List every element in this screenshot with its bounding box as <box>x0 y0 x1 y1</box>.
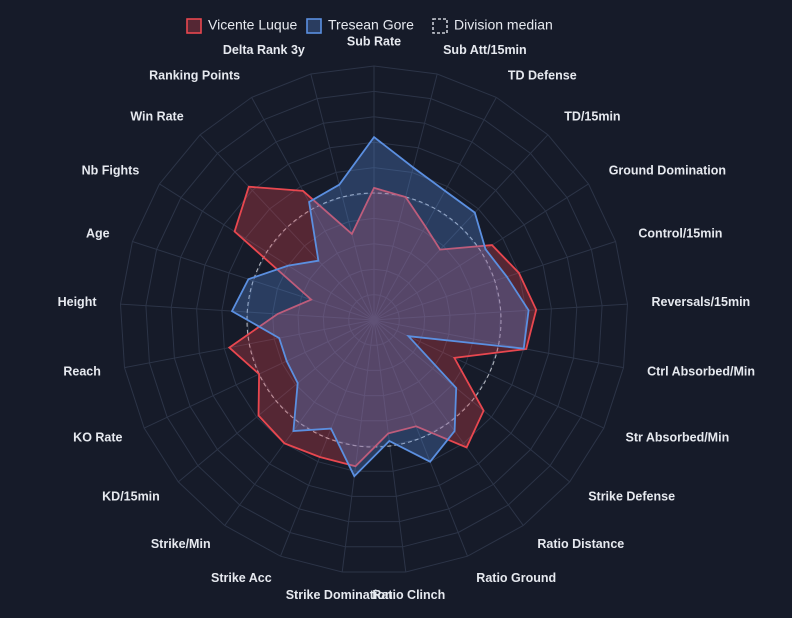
grid-spoke <box>373 319 605 429</box>
axis-label-td-defense: TD Defense <box>508 69 577 83</box>
axis-label-height: Height <box>58 295 98 309</box>
grid-spoke <box>132 241 375 321</box>
grid-spoke <box>373 97 497 321</box>
legend-swatch <box>432 18 448 34</box>
axis-label-ratio-distance: Ratio Distance <box>537 537 624 551</box>
grid-ring <box>221 167 527 472</box>
axis-label-reversals-15min: Reversals/15min <box>652 295 751 309</box>
grid-spoke <box>224 319 375 526</box>
grid-ring <box>246 192 502 447</box>
axis-label-ko-rate: KO Rate <box>73 431 122 445</box>
axis-label-sub-att-15min: Sub Att/15min <box>443 43 527 57</box>
axis-label-kd-15min: KD/15min <box>102 489 160 503</box>
grid-ring <box>322 268 426 371</box>
axis-label-ground-domination: Ground Domination <box>609 163 726 177</box>
axis-label-delta-rank-3y: Delta Rank 3y <box>223 43 305 57</box>
grid-spoke <box>373 319 468 557</box>
legend-label: Division median <box>454 17 553 33</box>
axis-label-strike-min: Strike/Min <box>151 537 211 551</box>
series-vicente-luque <box>227 185 538 468</box>
legend: Vicente Luque Tresean Gore Division median <box>186 17 553 34</box>
grid-spoke <box>199 134 375 321</box>
grid-spoke <box>310 73 375 321</box>
grid-ring <box>170 116 578 523</box>
axis-label-ratio-ground: Ratio Ground <box>476 571 556 585</box>
axis-label-reach: Reach <box>63 364 101 378</box>
axis-label-strike-domination: Strike Domination <box>286 588 393 602</box>
series-tresean-gore <box>230 135 530 478</box>
axis-label-nb-fights: Nb Fights <box>82 163 140 177</box>
axis-label-sub-rate: Sub Rate <box>347 34 401 48</box>
axis-label-ranking-points: Ranking Points <box>149 69 240 83</box>
grid-ring <box>196 141 552 497</box>
axis-label-win-rate: Win Rate <box>130 110 183 124</box>
legend-swatch <box>306 18 322 34</box>
axis-label-str-absorbed-min: Str Absorbed/Min <box>626 431 730 445</box>
legend-item-tresean-gore[interactable]: Tresean Gore <box>306 17 414 34</box>
legend-item-vicente-luque[interactable]: Vicente Luque <box>186 17 297 34</box>
axis-label-strike-acc: Strike Acc <box>211 571 272 585</box>
legend-label: Vicente Luque <box>208 17 297 33</box>
axis-label-age: Age <box>86 226 110 240</box>
axis-label-control-15min: Control/15min <box>638 226 722 240</box>
axis-label-td-15min: TD/15min <box>564 110 620 124</box>
axis-label-strike-defense: Strike Defense <box>588 489 675 503</box>
grid-ring <box>297 243 451 397</box>
grid-ring <box>119 65 629 573</box>
grid-spoke <box>341 319 375 573</box>
radar-series <box>227 135 538 478</box>
grid-ring <box>145 90 603 548</box>
axis-label-ctrl-absorbed-min: Ctrl Absorbed/Min <box>647 364 755 378</box>
legend-label: Tresean Gore <box>328 17 414 33</box>
legend-item-division-median[interactable]: Division median <box>432 17 553 34</box>
legend-swatch <box>186 18 202 34</box>
grid-spoke <box>373 303 628 321</box>
axis-label-ratio-clinch: Ratio Clinch <box>372 588 445 602</box>
grid-ring <box>272 217 476 422</box>
grid-spoke <box>373 183 589 321</box>
axis-labels: Sub Rate Sub Att/15min TD Defense TD/15min G… <box>58 34 755 602</box>
grid-ring <box>348 294 400 346</box>
